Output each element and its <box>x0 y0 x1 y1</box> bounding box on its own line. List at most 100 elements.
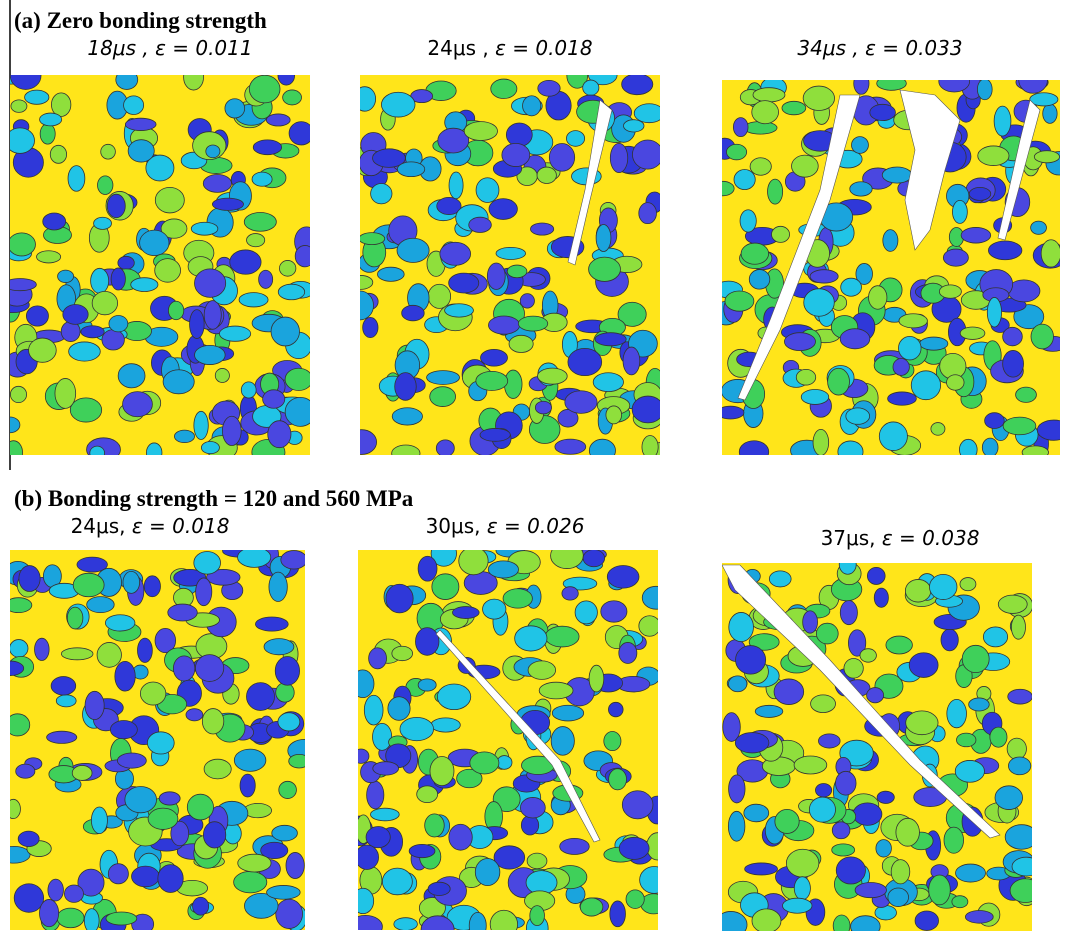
grain <box>752 909 781 931</box>
grain <box>995 786 1023 810</box>
grain <box>276 683 295 702</box>
grain <box>430 756 454 785</box>
grain <box>854 73 869 95</box>
grain <box>147 732 174 754</box>
grain <box>851 137 868 154</box>
grain <box>832 822 850 839</box>
grain <box>67 607 83 629</box>
panel-strain: ε = 0.011 <box>155 36 253 60</box>
grain <box>487 263 505 290</box>
grain <box>97 642 121 667</box>
grain <box>768 179 783 204</box>
grain <box>841 278 862 296</box>
grain <box>201 442 219 454</box>
grain <box>272 825 298 841</box>
grain <box>6 799 20 818</box>
grain <box>610 143 627 172</box>
grain <box>483 599 506 619</box>
grain <box>267 885 301 899</box>
grain <box>222 416 241 445</box>
grain <box>888 392 917 405</box>
grain <box>509 335 533 352</box>
grain <box>503 589 532 608</box>
grain <box>962 645 989 672</box>
grain <box>593 373 623 392</box>
grain <box>535 401 551 414</box>
grain <box>886 636 912 654</box>
grain <box>983 627 1007 647</box>
grain <box>400 717 434 740</box>
grain <box>125 118 156 130</box>
grain <box>449 273 479 293</box>
panel-time: 24μs , <box>427 36 488 60</box>
grain <box>238 547 271 567</box>
grain <box>436 440 454 457</box>
grain <box>639 203 657 224</box>
grain <box>642 435 658 458</box>
grain <box>634 104 664 123</box>
panel-strain: ε = 0.018 <box>495 36 593 60</box>
grain <box>187 794 213 820</box>
grain <box>869 286 887 310</box>
grain <box>159 792 180 805</box>
grain <box>990 727 1007 747</box>
grain <box>929 574 957 599</box>
grain <box>168 301 183 319</box>
grain <box>10 62 41 90</box>
grain <box>846 408 870 424</box>
grain <box>987 297 1001 327</box>
grain <box>58 270 74 282</box>
grain <box>860 649 876 663</box>
grain <box>123 392 153 417</box>
grain <box>107 194 125 218</box>
grain <box>87 597 115 613</box>
grain <box>537 368 567 384</box>
grain <box>35 638 50 660</box>
grain <box>832 844 855 856</box>
panels: 18μs , ε = 0.01124μs , ε = 0.01834μs , ε… <box>0 36 1070 931</box>
grain <box>729 775 745 803</box>
grain <box>530 223 553 235</box>
grain <box>352 888 373 913</box>
grain <box>246 683 274 711</box>
grain <box>711 181 734 195</box>
grain <box>234 749 266 771</box>
grain <box>815 783 831 797</box>
grain <box>244 213 276 232</box>
grain <box>94 217 112 229</box>
grain <box>624 120 644 132</box>
grain <box>521 815 538 835</box>
grain <box>792 155 819 177</box>
grain <box>4 278 37 290</box>
grain <box>202 709 223 734</box>
grain <box>475 859 500 886</box>
grain <box>836 857 865 884</box>
grain <box>50 145 66 163</box>
grain <box>373 762 399 775</box>
panel-strain: ε = 0.033 <box>865 36 963 60</box>
grain <box>489 199 517 220</box>
grain <box>146 443 162 462</box>
grain <box>415 628 439 656</box>
grain <box>194 552 221 575</box>
grain <box>527 853 547 869</box>
grain <box>810 270 838 283</box>
grain <box>515 626 547 651</box>
grain <box>538 80 560 96</box>
grain <box>622 74 653 95</box>
grain <box>140 230 169 255</box>
grain <box>278 66 295 85</box>
grain <box>347 291 374 320</box>
grain <box>728 811 745 841</box>
grain <box>1022 446 1048 459</box>
grain <box>639 616 660 637</box>
grain <box>960 578 976 591</box>
grain <box>430 387 456 407</box>
grain <box>507 265 527 278</box>
grain <box>905 579 930 602</box>
grain <box>6 714 30 736</box>
grain <box>470 752 499 774</box>
grain <box>752 101 779 124</box>
grain <box>51 93 70 117</box>
grain <box>449 824 472 850</box>
